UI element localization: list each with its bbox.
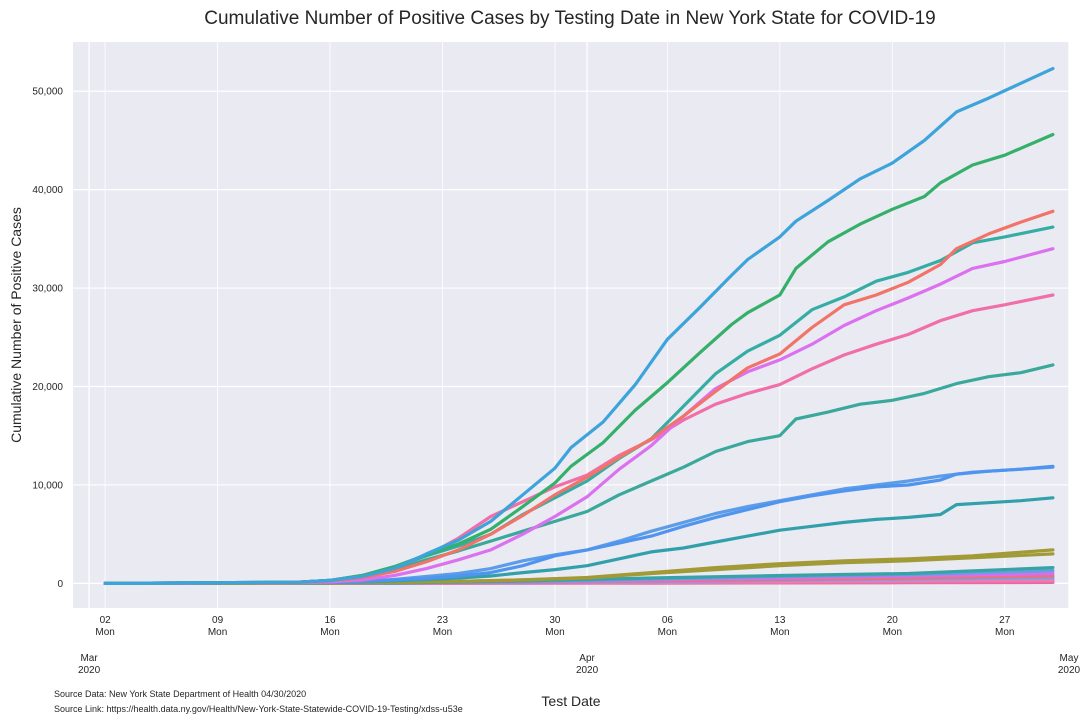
x-tick-label-weekday: Mon xyxy=(433,627,452,638)
y-tick-label: 0 xyxy=(57,579,63,590)
y-axis-title: Cumulative Number of Positive Cases xyxy=(8,207,24,443)
x-tick-label-weekday: Mon xyxy=(320,627,339,638)
x-tick-label-year: 2020 xyxy=(78,665,101,676)
series-line xyxy=(103,363,1055,586)
y-tick-label: 20,000 xyxy=(32,382,63,393)
chart-title: Cumulative Number of Positive Cases by T… xyxy=(204,8,936,29)
x-tick-label-day: 27 xyxy=(999,615,1011,626)
y-tick-label: 50,000 xyxy=(32,87,63,98)
source-link-note: Source Link: https://health.data.ny.gov/… xyxy=(54,704,463,714)
series-line xyxy=(103,66,1055,586)
x-tick-label-day: 16 xyxy=(324,615,336,626)
x-axis-ticks: 02Mon09Mon16Mon23Mon30Mon06Mon13Mon20Mon… xyxy=(78,615,1080,676)
x-tick-label-month: Apr xyxy=(579,653,595,664)
x-axis-title: Test Date xyxy=(541,693,600,709)
y-tick-label: 10,000 xyxy=(32,480,63,491)
x-tick-label-weekday: Mon xyxy=(770,627,789,638)
series-line xyxy=(103,464,1055,586)
x-tick-label-day: 06 xyxy=(662,615,674,626)
series-line xyxy=(103,465,1055,586)
x-tick-label-day: 09 xyxy=(212,615,224,626)
x-tick-label-weekday: Mon xyxy=(545,627,564,638)
plot-background xyxy=(73,42,1069,608)
series-line xyxy=(103,247,1055,586)
x-tick-label-day: 23 xyxy=(437,615,449,626)
x-tick-label-month: Mar xyxy=(80,653,98,664)
x-tick-label-year: 2020 xyxy=(576,665,599,676)
y-tick-label: 40,000 xyxy=(32,185,63,196)
x-tick-label-weekday: Mon xyxy=(208,627,227,638)
y-axis-ticks: 0 10,000 20,000 30,000 40,000 50,000 xyxy=(32,87,63,590)
x-tick-label-year: 2020 xyxy=(1058,665,1080,676)
x-tick-label-weekday: Mon xyxy=(658,627,677,638)
source-data-note: Source Data: New York State Department o… xyxy=(54,689,307,699)
x-tick-label-day: 02 xyxy=(100,615,112,626)
x-tick-label-month: May xyxy=(1060,653,1079,664)
series-line xyxy=(103,209,1055,586)
series-lines xyxy=(103,66,1055,586)
x-tick-label-weekday: Mon xyxy=(95,627,114,638)
x-tick-label-day: 13 xyxy=(774,615,786,626)
y-tick-label: 30,000 xyxy=(32,284,63,295)
x-tick-label-weekday: Mon xyxy=(995,627,1014,638)
x-tick-label-day: 20 xyxy=(887,615,899,626)
x-tick-label-weekday: Mon xyxy=(883,627,902,638)
x-tick-label-day: 30 xyxy=(549,615,561,626)
